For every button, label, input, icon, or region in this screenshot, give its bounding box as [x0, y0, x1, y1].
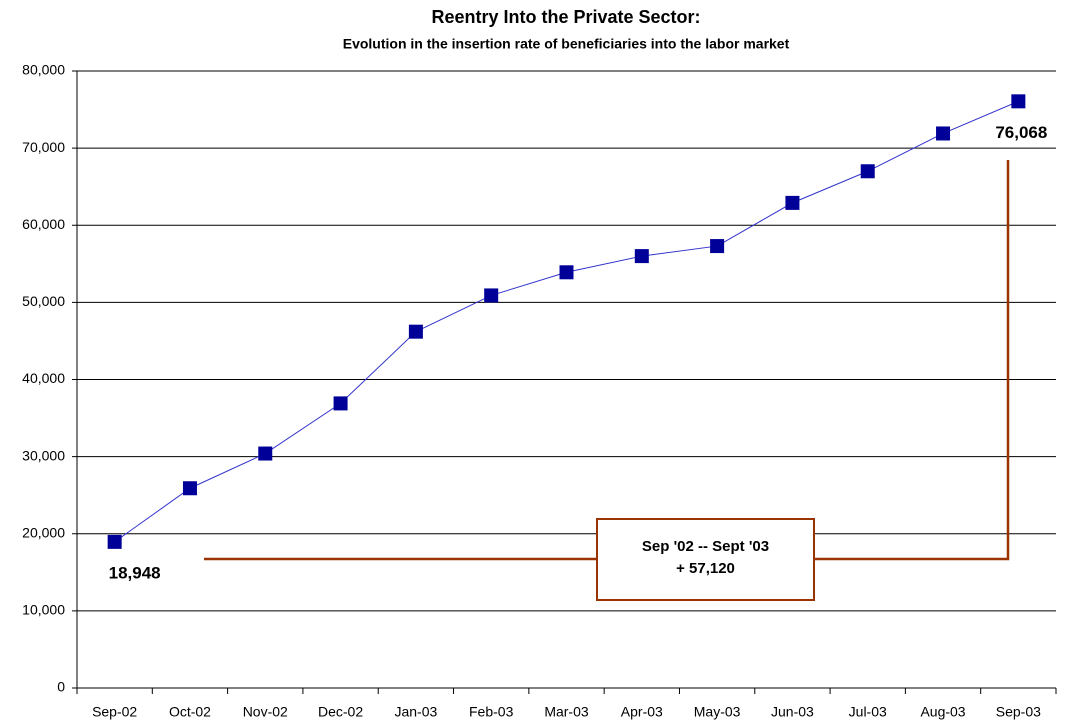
marker — [860, 164, 875, 179]
marker — [710, 239, 725, 254]
x-tick-label: Apr-03 — [621, 704, 663, 720]
y-tick-label: 50,000 — [22, 293, 65, 309]
annotation-box — [596, 518, 815, 601]
data-label: 18,948 — [109, 563, 161, 582]
marker — [785, 195, 800, 210]
x-tick-label: Oct-02 — [169, 704, 211, 720]
x-tick-label: Aug-03 — [920, 704, 965, 720]
y-tick-label: 0 — [57, 679, 65, 695]
x-tick-label: Sep-03 — [996, 704, 1041, 720]
x-tick-label: Nov-02 — [243, 704, 288, 720]
x-tick-label: Feb-03 — [469, 704, 514, 720]
marker — [258, 446, 273, 461]
marker — [408, 324, 423, 339]
y-tick-label: 70,000 — [22, 139, 65, 155]
annotation-bracket — [814, 160, 1010, 561]
annotation-text: + 57,120 — [676, 560, 735, 577]
annotation-text: Sep '02 -- Sept '03 — [642, 538, 769, 555]
y-tick-label: 10,000 — [22, 602, 65, 618]
chart-subtitle: Evolution in the insertion rate of benef… — [343, 36, 790, 52]
marker — [1011, 94, 1026, 109]
series-line — [114, 100, 1019, 543]
marker — [634, 249, 649, 264]
y-tick-label: 60,000 — [22, 216, 65, 232]
y-tick-label: 30,000 — [22, 447, 65, 463]
y-tick-label: 80,000 — [22, 62, 65, 78]
marker — [182, 481, 197, 496]
marker — [484, 288, 499, 303]
data-label: 76,068 — [995, 123, 1047, 142]
marker — [559, 265, 574, 280]
x-tick-label: Mar-03 — [544, 704, 589, 720]
marker — [936, 126, 951, 141]
x-tick-label: Dec-02 — [318, 704, 363, 720]
x-tick-label: Sep-02 — [92, 704, 137, 720]
x-tick-label: Jan-03 — [394, 704, 437, 720]
y-tick-label: 20,000 — [22, 524, 65, 540]
x-tick-label: Jul-03 — [849, 704, 887, 720]
x-tick-label: May-03 — [694, 704, 741, 720]
marker — [333, 396, 348, 411]
y-tick-label: 40,000 — [22, 370, 65, 386]
marker — [107, 534, 122, 549]
chart-title: Reentry Into the Private Sector: — [431, 7, 700, 27]
x-tick-label: Jun-03 — [771, 704, 814, 720]
